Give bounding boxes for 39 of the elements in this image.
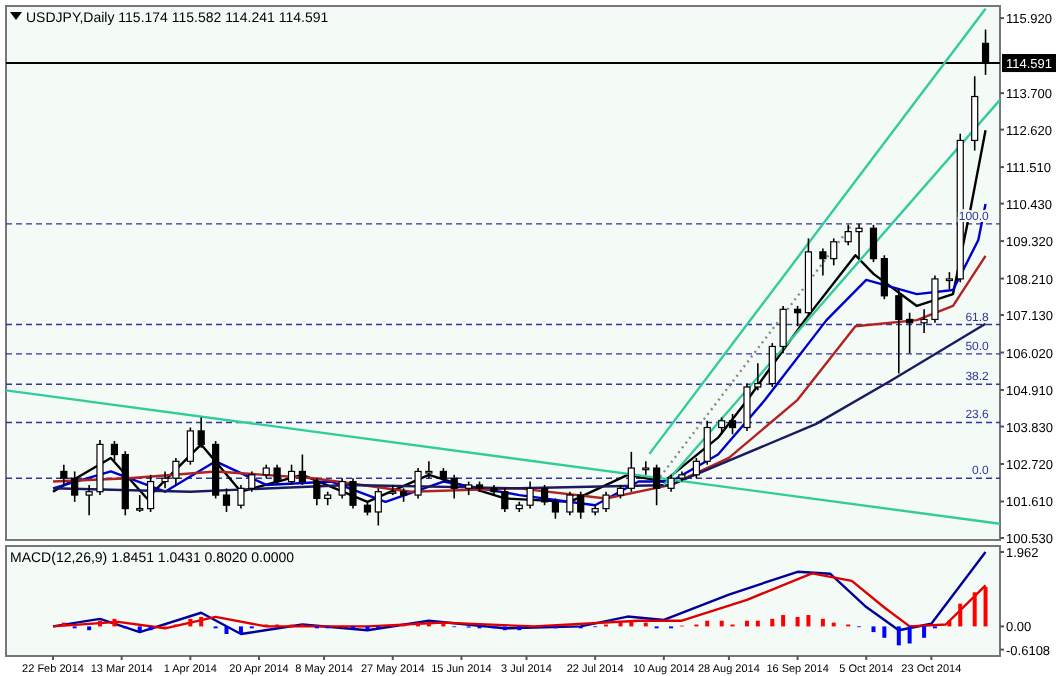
candlestick xyxy=(971,75,979,152)
bar xyxy=(781,615,786,627)
candlestick xyxy=(60,463,68,486)
candlestick xyxy=(197,416,205,449)
bar xyxy=(112,618,117,627)
bar xyxy=(806,615,811,627)
bar xyxy=(871,626,876,633)
candlestick xyxy=(642,460,650,476)
bar xyxy=(795,616,800,627)
line-series xyxy=(51,254,987,500)
candlestick xyxy=(298,453,306,486)
candlestick xyxy=(110,440,119,463)
line-series xyxy=(51,572,987,630)
bar xyxy=(224,626,229,634)
candlestick xyxy=(703,419,711,466)
bar xyxy=(882,626,887,638)
candlestick xyxy=(222,487,231,513)
candlestick xyxy=(627,451,635,493)
candlestick xyxy=(287,463,296,486)
bar xyxy=(896,626,901,646)
bar xyxy=(238,626,243,634)
bar xyxy=(922,626,927,638)
bar xyxy=(907,626,912,644)
line-series xyxy=(51,322,987,493)
bar xyxy=(820,618,825,627)
bar xyxy=(972,592,977,627)
bar xyxy=(199,616,204,627)
line-series xyxy=(51,202,987,507)
candlestick xyxy=(869,224,878,263)
candlestick xyxy=(692,457,700,479)
candlestick xyxy=(895,288,903,375)
candlestick xyxy=(728,413,737,436)
bar xyxy=(137,626,142,633)
candlestick xyxy=(880,254,888,300)
bar xyxy=(983,586,988,627)
bar xyxy=(188,618,193,627)
bar xyxy=(958,603,963,627)
bar xyxy=(770,618,775,627)
candlestick xyxy=(186,426,194,466)
